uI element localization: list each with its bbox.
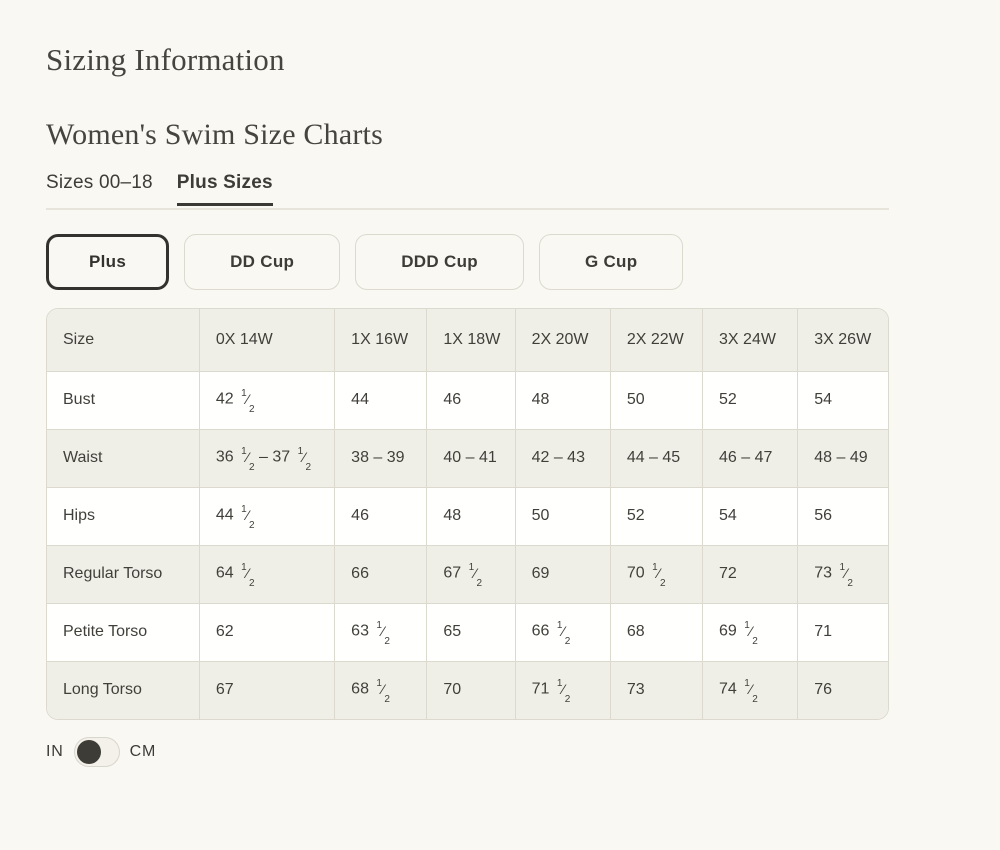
size-cell: 70	[426, 660, 516, 719]
unit-label-in[interactable]: IN	[46, 743, 64, 760]
column-header: 2X 20W	[514, 309, 611, 372]
filter-plus-button[interactable]: Plus	[46, 234, 170, 290]
size-cell: 66 1⁄2	[514, 602, 611, 662]
size-cell: 44 1⁄2	[198, 486, 336, 546]
row-label: Long Torso	[47, 660, 200, 719]
size-cell: 50	[609, 370, 704, 430]
column-header: 3X 26W	[797, 309, 888, 372]
size-cell: 73 1⁄2	[797, 544, 888, 604]
page-title: Sizing Information	[46, 42, 285, 77]
size-cell: 42 1⁄2	[198, 370, 336, 430]
size-cell: 48	[514, 370, 611, 430]
size-cell: 46 – 47	[702, 428, 799, 488]
size-chart-body: Bust 42 1⁄2 44 46 48 50 52 54 Waist 36 1⁄2 – 37 1…	[47, 370, 888, 719]
column-header: 2X 22W	[609, 309, 704, 372]
size-cell: 52	[609, 486, 704, 546]
column-header: Size	[47, 309, 200, 372]
size-cell: 46	[334, 486, 428, 546]
column-header: 1X 18W	[426, 309, 516, 372]
toggle-knob	[76, 740, 101, 764]
size-cell: 63 1⁄2	[334, 602, 428, 662]
filter-ddd-cup-button[interactable]: DDD Cup	[355, 234, 524, 290]
size-chart-header-row: Size 0X 14W 1X 16W 1X 18W 2X 20W 2X 22W 3X 24W…	[47, 309, 888, 372]
size-cell: 68 1⁄2	[334, 660, 428, 719]
size-cell: 42 – 43	[514, 428, 611, 488]
size-cell: 71 1⁄2	[514, 660, 611, 719]
size-cell: 67 1⁄2	[426, 544, 516, 604]
filter-g-cup-button[interactable]: G Cup	[538, 234, 684, 290]
size-cell: 73	[609, 660, 704, 719]
column-header: 3X 24W	[702, 309, 799, 372]
table-row: Hips 44 1⁄2 46 48 50 52 54 56	[47, 486, 888, 546]
row-label: Bust	[47, 370, 200, 430]
size-cell: 69	[514, 544, 611, 604]
row-label: Hips	[47, 486, 200, 546]
size-cell: 72	[702, 544, 799, 604]
row-label: Waist	[47, 428, 200, 488]
size-cell: 70 1⁄2	[609, 544, 704, 604]
cup-filter-row: Plus DD Cup DDD Cup G Cup	[46, 234, 935, 290]
size-cell: 40 – 41	[426, 428, 516, 488]
size-cell: 50	[514, 486, 611, 546]
size-cell: 71	[797, 602, 888, 662]
size-cell: 44 – 45	[609, 428, 704, 488]
filter-dd-cup-button[interactable]: DD Cup	[184, 234, 341, 290]
tab-plus-sizes[interactable]: Plus Sizes	[176, 172, 273, 206]
size-cell: 66	[334, 544, 428, 604]
size-cell: 54	[797, 370, 888, 430]
size-cell: 56	[797, 486, 888, 546]
size-chart-table: Size 0X 14W 1X 16W 1X 18W 2X 20W 2X 22W 3X 24W…	[47, 309, 888, 719]
size-cell: 69 1⁄2	[702, 602, 799, 662]
row-label: Petite Torso	[47, 602, 200, 662]
size-cell: 54	[702, 486, 799, 546]
table-row: Long Torso 67 68 1⁄2 70 71 1⁄2 73 74 1⁄2 76	[47, 660, 888, 719]
column-header: 1X 16W	[334, 309, 428, 372]
size-cell: 48	[426, 486, 516, 546]
size-cell: 52	[702, 370, 799, 430]
table-row: Bust 42 1⁄2 44 46 48 50 52 54	[47, 370, 888, 430]
size-cell: 62	[198, 602, 336, 662]
size-cell: 67	[198, 660, 336, 719]
size-chart-tabs: Sizes 00–18 Plus Sizes	[46, 172, 889, 210]
size-cell: 38 – 39	[334, 428, 428, 488]
unit-toggle-switch[interactable]	[73, 737, 120, 767]
size-cell: 76	[797, 660, 888, 719]
sizing-page: Sizing Information Women's Swim Size Cha…	[46, 42, 935, 767]
size-cell: 65	[426, 602, 516, 662]
section-title: Women's Swim Size Charts	[46, 118, 383, 151]
size-cell: 68	[609, 602, 704, 662]
size-cell: 48 – 49	[797, 428, 888, 488]
unit-label-cm[interactable]: CM	[129, 743, 157, 760]
size-cell: 46	[426, 370, 516, 430]
table-row: Petite Torso 62 63 1⁄2 65 66 1⁄2 68 69 1⁄2 71	[47, 602, 888, 662]
size-cell: 44	[334, 370, 428, 430]
size-cell: 64 1⁄2	[198, 544, 336, 604]
table-row: Regular Torso 64 1⁄2 66 67 1⁄2 69 70 1⁄2 72 73 …	[47, 544, 888, 604]
size-chart-table-wrap: Size 0X 14W 1X 16W 1X 18W 2X 20W 2X 22W 3X 24W…	[46, 308, 889, 720]
size-cell: 74 1⁄2	[702, 660, 799, 719]
tab-sizes-00-18[interactable]: Sizes 00–18	[46, 172, 153, 193]
row-label: Regular Torso	[47, 544, 200, 604]
unit-toggle-row: IN CM	[46, 737, 935, 767]
table-row: Waist 36 1⁄2 – 37 1⁄2 38 – 39 40 – 41 42 – 4…	[47, 428, 888, 488]
column-header: 0X 14W	[198, 309, 336, 372]
size-cell: 36 1⁄2 – 37 1⁄2	[198, 428, 336, 488]
